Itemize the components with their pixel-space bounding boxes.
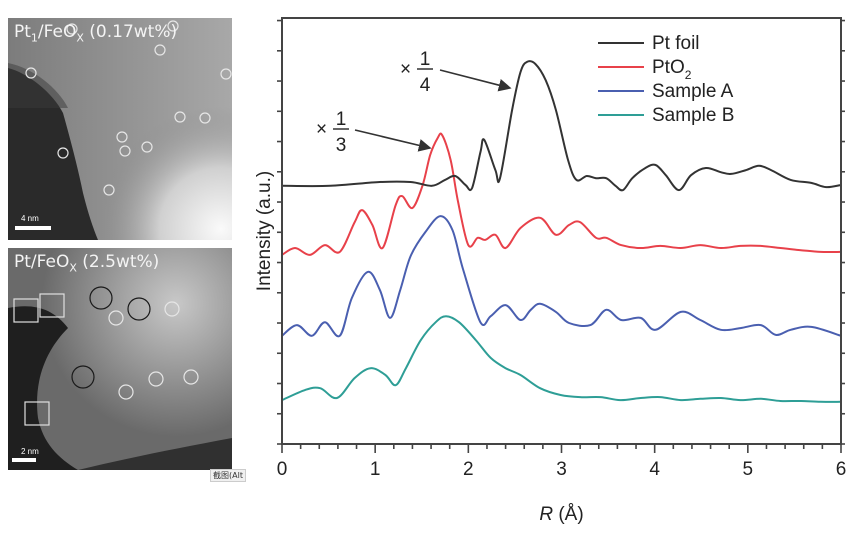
series-line-pt-foil — [281, 60, 842, 192]
nanoparticle-marker — [13, 298, 39, 323]
atom-marker — [183, 369, 199, 385]
annotation-denominator: 4 — [420, 75, 431, 96]
atom-marker — [220, 68, 232, 80]
screenshot-tooltip: 截图(Alt — [210, 469, 246, 482]
x-axis-title-unit: (Å) — [553, 504, 584, 525]
x-axis-title-symbol: R — [539, 504, 553, 525]
atom-marker — [141, 141, 153, 153]
x-tick-label: 3 — [556, 459, 567, 480]
x-tick-label: 0 — [277, 459, 288, 480]
annotation-prefix: × — [316, 119, 327, 140]
micrograph-image — [8, 18, 232, 240]
atom-marker — [154, 44, 166, 56]
series-layer — [281, 60, 842, 403]
atom-marker — [199, 112, 211, 124]
series-line-pto2 — [281, 132, 842, 256]
atom-marker — [148, 371, 164, 387]
legend-label: Sample B — [652, 105, 734, 126]
scale-bar-label: 4 nm — [21, 214, 39, 223]
cluster-marker — [71, 365, 95, 389]
legend-label: PtO2 — [652, 57, 692, 82]
x-tick-label: 6 — [836, 459, 847, 480]
annotation-arrow — [439, 69, 512, 92]
single-atom-markers — [108, 301, 199, 400]
micrograph-label: Pt1/FeOX (0.17wt%) — [14, 22, 178, 45]
atom-marker — [57, 147, 69, 159]
atom-marker — [118, 384, 134, 400]
micrograph-pt-feox-2.5wt: Pt/FeOX (2.5wt%) 2 nm — [8, 248, 232, 470]
atom-marker — [119, 145, 131, 157]
nanoparticle-marker — [24, 401, 50, 426]
atom-marker — [174, 111, 186, 123]
x-tick-label: 1 — [370, 459, 381, 480]
micrograph-pt1-feox-0.17wt: Pt1/FeOX (0.17wt%) 4 nm — [8, 18, 232, 240]
series-line-sample-b — [281, 315, 842, 403]
x-tick-label: 5 — [743, 459, 754, 480]
scale-bar — [12, 458, 36, 462]
atom-marker — [108, 310, 124, 326]
atom-marker — [116, 131, 128, 143]
micrograph-label: Pt/FeOX (2.5wt%) — [14, 252, 160, 275]
scale-annotation: × 1 3 — [316, 109, 432, 156]
legend-label: Sample A — [652, 81, 734, 102]
annotations: × 1 4 × 1 3 — [316, 49, 512, 156]
atom-marker — [164, 301, 180, 317]
x-axis-title: R (Å) — [539, 504, 583, 525]
annotation-numerator: 1 — [336, 109, 347, 130]
cluster-marker — [127, 297, 151, 321]
atom-marker — [103, 184, 115, 196]
scale-bar — [15, 226, 51, 230]
cluster-markers — [71, 286, 151, 389]
series-line-sample-a — [281, 215, 842, 338]
x-tick-labels: 0 1 2 3 4 5 6 — [277, 459, 847, 480]
annotation-numerator: 1 — [420, 49, 431, 70]
cluster-marker — [89, 286, 113, 310]
x-tick-label: 2 — [463, 459, 474, 480]
nanoparticle-marker — [39, 293, 65, 318]
legend-label: Pt foil — [652, 33, 700, 54]
annotation-denominator: 3 — [336, 135, 347, 156]
single-atom-markers — [25, 20, 232, 196]
ticks-layer — [277, 19, 845, 453]
atom-marker — [66, 23, 78, 35]
y-axis-title: Intensity (a.u.) — [254, 171, 275, 291]
scale-bar-label: 2 nm — [21, 447, 39, 456]
x-tick-label: 4 — [649, 459, 660, 480]
micrograph-image — [8, 248, 232, 470]
annotation-arrow — [354, 129, 432, 152]
atom-marker — [167, 20, 179, 32]
scale-annotation: × 1 4 — [400, 49, 512, 96]
nanoparticle-markers — [13, 293, 65, 426]
annotation-prefix: × — [400, 59, 411, 80]
atom-marker — [25, 67, 37, 79]
